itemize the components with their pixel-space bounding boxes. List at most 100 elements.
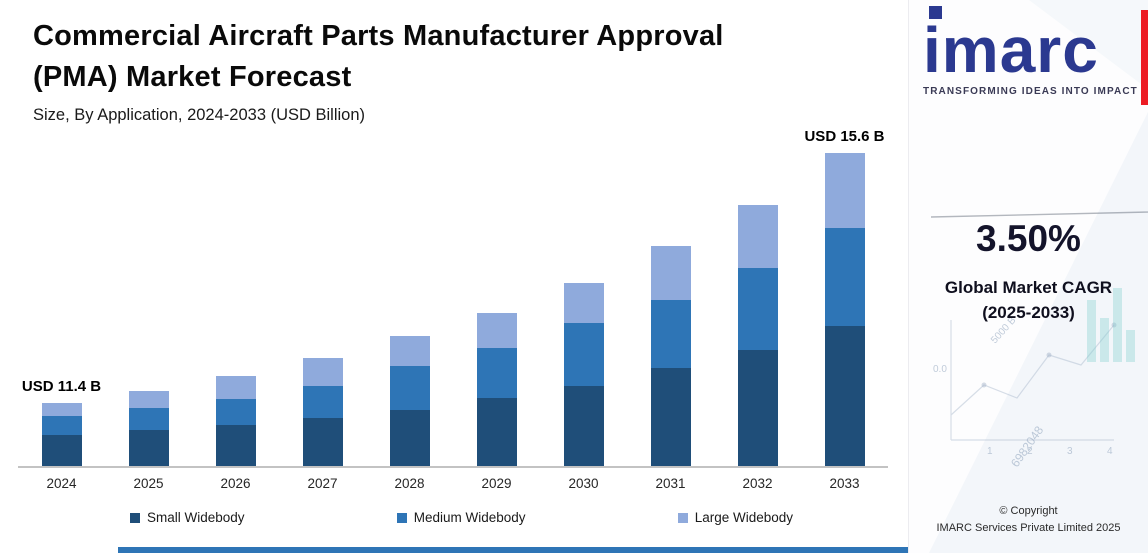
bar-group-2027	[279, 138, 366, 466]
segment-large-widebody	[824, 153, 865, 228]
segment-large-widebody	[389, 336, 430, 366]
bar-group-2029	[453, 138, 540, 466]
watermark-number: 0.0	[933, 364, 947, 375]
bar-group-2025	[105, 138, 192, 466]
segment-small-widebody	[476, 398, 517, 466]
segment-large-widebody	[215, 376, 256, 399]
segment-medium-widebody	[128, 408, 169, 430]
watermark-number: 4	[1107, 446, 1113, 457]
legend-item: Medium Widebody	[396, 510, 526, 525]
x-axis-label: 2031	[655, 476, 686, 491]
imarc-logo: imarc TRANSFORMING IDEAS INTO IMPACT	[923, 6, 1138, 98]
segment-small-widebody	[128, 430, 169, 466]
x-axis-label: 2028	[394, 476, 425, 491]
segment-medium-widebody	[824, 228, 865, 326]
legend-swatch-icon	[396, 512, 407, 523]
red-accent-bar	[1141, 10, 1148, 105]
x-axis-label: 2026	[220, 476, 251, 491]
copyright: © Copyright IMARC Services Private Limit…	[909, 503, 1148, 537]
segment-small-widebody	[563, 386, 604, 466]
chart-subtitle: Size, By Application, 2024-2033 (USD Bil…	[33, 106, 366, 125]
logo-square-icon	[929, 6, 942, 19]
stacked-bar	[41, 403, 82, 466]
x-axis-label: 2024	[46, 476, 77, 491]
cagr-block: 3.50% Global Market CAGR (2025-2033)	[909, 218, 1148, 325]
copyright-line2: IMARC Services Private Limited 2025	[936, 521, 1121, 534]
segment-small-widebody	[650, 368, 691, 466]
segment-small-widebody	[215, 425, 256, 466]
value-annotation: USD 15.6 B	[804, 128, 885, 145]
value-annotation: USD 11.4 B	[21, 378, 102, 395]
stacked-bar	[650, 246, 691, 466]
bar-group-2028	[366, 138, 453, 466]
segment-large-widebody	[302, 358, 343, 386]
legend-label: Large Widebody	[694, 510, 793, 525]
x-axis-label: 2030	[568, 476, 599, 491]
cagr-label-line1: Global Market CAGR	[944, 278, 1113, 297]
bar-group-2031	[627, 138, 714, 466]
legend-label: Medium Widebody	[413, 510, 526, 525]
logo-wordmark: imarc	[923, 14, 1099, 86]
segment-medium-widebody	[476, 348, 517, 398]
legend-swatch-icon	[677, 512, 688, 523]
segment-small-widebody	[737, 350, 778, 466]
segment-small-widebody	[302, 418, 343, 466]
chart-title-line2: (PMA) Market Forecast	[33, 61, 352, 94]
copyright-line1: © Copyright	[999, 504, 1058, 517]
segment-small-widebody	[389, 410, 430, 466]
legend-item: Large Widebody	[677, 510, 793, 525]
plot-area: USD 11.4 B USD 15.6 B	[18, 128, 888, 468]
legend-label: Small Widebody	[147, 510, 245, 525]
bar-group-2026	[192, 138, 279, 466]
x-axis-label: 2033	[829, 476, 860, 491]
segment-medium-widebody	[302, 386, 343, 418]
legend-item: Small Widebody	[130, 510, 245, 525]
stacked-bar	[476, 313, 517, 466]
segment-large-widebody	[737, 205, 778, 268]
chart-legend: Small Widebody Medium Widebody Large Wideb…	[130, 510, 793, 525]
segment-small-widebody	[824, 326, 865, 466]
stacked-bar	[389, 336, 430, 466]
segment-medium-widebody	[215, 399, 256, 425]
segment-medium-widebody	[650, 300, 691, 368]
cagr-value: 3.50%	[976, 218, 1081, 259]
stacked-bar	[215, 376, 256, 466]
bar-group-2033	[801, 138, 888, 466]
segment-large-widebody	[650, 246, 691, 300]
chart-title: Commercial Aircraft Parts Manufacturer A…	[33, 16, 908, 98]
watermark-number: 2	[1027, 446, 1033, 457]
bar-group-2030	[540, 138, 627, 466]
logo-tagline: TRANSFORMING IDEAS INTO IMPACT	[923, 86, 1138, 98]
brand-sidebar: 0.0 5000 B 6982048 1 2 3 4 imarc TRANSFO…	[908, 0, 1148, 553]
bottom-accent-bar	[118, 547, 908, 553]
segment-medium-widebody	[41, 416, 82, 435]
stacked-bar	[563, 283, 604, 466]
legend-swatch-icon	[130, 512, 140, 523]
decorative-watermark: 0.0 5000 B 6982048 1 2 3 4	[929, 0, 1148, 553]
cagr-label-line2: (2025-2033)	[982, 302, 1075, 322]
watermark-number: 1	[987, 446, 993, 457]
segment-small-widebody	[41, 435, 82, 466]
x-axis-labels: 2024 2025 2026 2027 2028 2029 2030 2031 2032 2033	[18, 476, 888, 491]
x-axis-label: 2029	[481, 476, 512, 491]
chart-title-line1: Commercial Aircraft Parts Manufacturer A…	[33, 20, 724, 52]
segment-medium-widebody	[563, 323, 604, 386]
x-axis-label: 2025	[133, 476, 164, 491]
segment-large-widebody	[476, 313, 517, 348]
stacked-bar	[824, 153, 865, 466]
watermark-number: 3	[1067, 446, 1073, 457]
bar-group-2024	[18, 138, 105, 466]
segment-large-widebody	[563, 283, 604, 323]
segment-large-widebody	[128, 391, 169, 408]
segment-large-widebody	[41, 403, 82, 416]
segment-medium-widebody	[389, 366, 430, 410]
x-axis-label: 2032	[742, 476, 773, 491]
segment-medium-widebody	[737, 268, 778, 350]
chart-panel: Commercial Aircraft Parts Manufacturer A…	[0, 0, 908, 553]
x-axis-label: 2027	[307, 476, 338, 491]
chart-header: Commercial Aircraft Parts Manufacturer A…	[0, 0, 908, 125]
stacked-bar	[128, 391, 169, 466]
stacked-bar	[302, 358, 343, 466]
bar-group-2032	[714, 138, 801, 466]
